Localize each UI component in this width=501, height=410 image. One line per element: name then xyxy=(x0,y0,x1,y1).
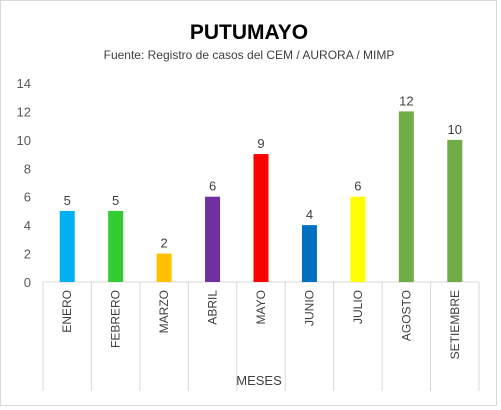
data-label: 4 xyxy=(306,207,313,222)
axes: 0 2 4 6 8 10 12 14 ENERO FEBRERO MARZO ABRIL MAYO JUN… xyxy=(17,76,480,391)
bar-enero xyxy=(59,210,75,282)
chart-subtitle: Fuente: Registro de casos del CEM / AURO… xyxy=(104,48,395,62)
y-tick-label: 12 xyxy=(17,104,31,119)
bars: 5 5 2 6 9 4 6 12 10 xyxy=(59,93,463,282)
x-tick-label: MAYO xyxy=(254,290,268,324)
x-tick-label: ENERO xyxy=(60,290,74,333)
y-tick-label: 10 xyxy=(17,133,31,148)
x-tick-label: JUNIO xyxy=(302,290,316,326)
y-tick-label: 4 xyxy=(24,218,31,233)
bar-mayo xyxy=(253,154,269,282)
y-tick-label: 2 xyxy=(24,247,31,262)
bar-marzo xyxy=(156,253,172,282)
data-label: 5 xyxy=(112,193,119,208)
x-tick-label: SETIEMBRE xyxy=(448,290,462,359)
bar-junio xyxy=(301,225,317,282)
x-tick-label: MARZO xyxy=(157,290,171,333)
x-tick-label: ABRIL xyxy=(206,290,220,325)
bar-julio xyxy=(350,196,366,282)
data-label: 2 xyxy=(160,236,167,251)
bar-abril xyxy=(205,196,221,282)
data-label: 5 xyxy=(64,193,71,208)
data-label: 12 xyxy=(399,93,413,108)
data-label: 10 xyxy=(448,122,462,137)
chart-title: PUTUMAYO xyxy=(190,21,308,44)
x-tick-label: AGOSTO xyxy=(399,290,413,341)
bar-chart: PUTUMAYO Fuente: Registro de casos del C… xyxy=(17,21,480,391)
x-axis-title: MESES xyxy=(236,373,282,388)
data-label: 9 xyxy=(257,136,264,151)
x-tick-label: FEBRERO xyxy=(109,290,123,348)
bar-setiembre xyxy=(447,139,463,282)
bar-febrero xyxy=(108,210,124,282)
x-tick-label: JULIO xyxy=(351,290,365,324)
y-tick-label: 8 xyxy=(24,161,31,176)
bar-agosto xyxy=(398,111,414,282)
y-tick-label: 14 xyxy=(17,76,31,91)
data-label: 6 xyxy=(209,179,216,194)
y-tick-label: 6 xyxy=(24,190,31,205)
y-tick-label: 0 xyxy=(24,275,31,290)
data-label: 6 xyxy=(354,179,361,194)
